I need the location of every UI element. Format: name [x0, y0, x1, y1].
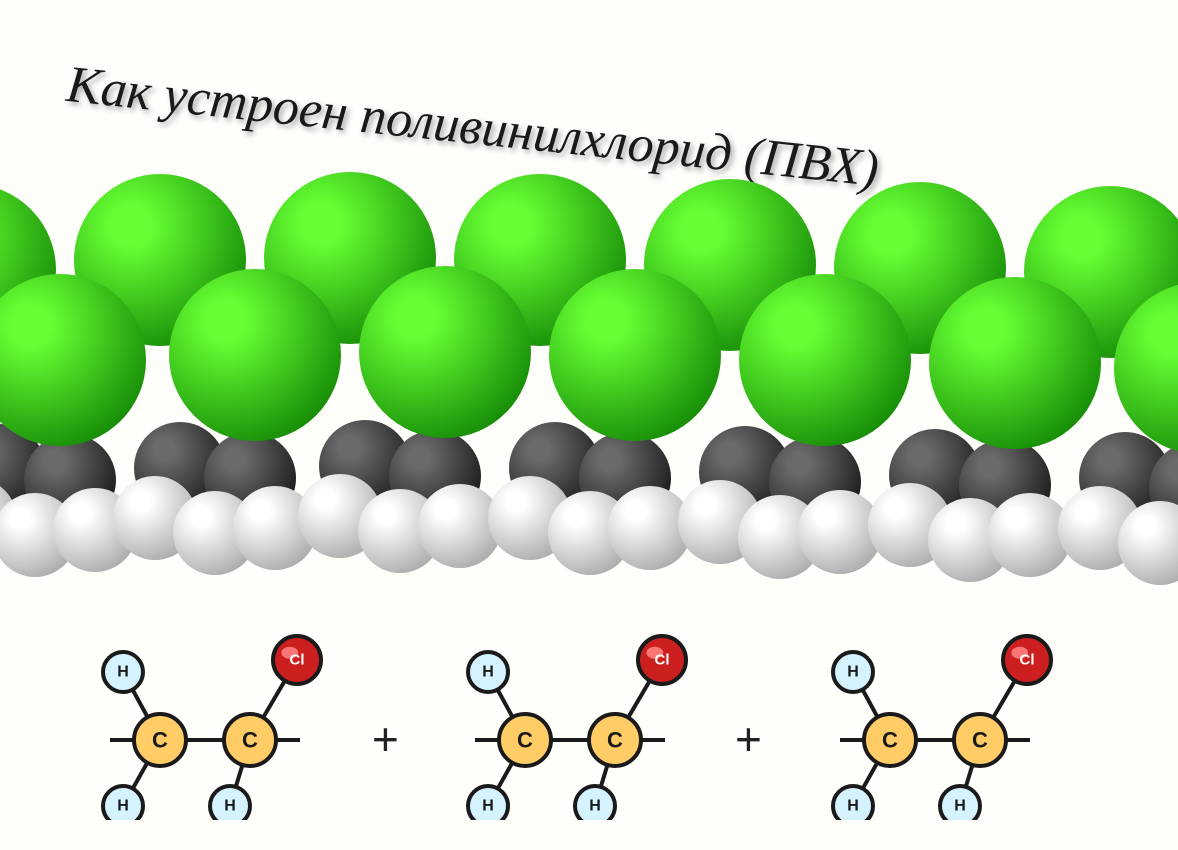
hydrogen-atom: H: [833, 652, 873, 692]
carbon-atom: C: [954, 714, 1006, 766]
monomer-row: C C H H H Cl C C H H H Cl C C H H H Cl + +: [0, 620, 1178, 850]
svg-text:C: C: [517, 728, 533, 753]
hydrogen-atom: H: [940, 786, 980, 820]
plus-symbol: +: [372, 712, 399, 766]
monomer-unit: C C H H H Cl: [65, 620, 355, 820]
svg-text:H: H: [589, 798, 601, 815]
chlorine-atom: Cl: [1003, 636, 1051, 684]
spacefill-atom: [739, 274, 911, 446]
svg-text:Cl: Cl: [655, 652, 670, 669]
hydrogen-atom: H: [468, 786, 508, 820]
hydrogen-atom: H: [103, 652, 143, 692]
hydrogen-atom: H: [103, 786, 143, 820]
spacefill-atom: [929, 277, 1101, 449]
svg-text:Cl: Cl: [1020, 652, 1035, 669]
hydrogen-atom: H: [833, 786, 873, 820]
spacefill-atom: [359, 266, 531, 438]
svg-text:C: C: [152, 728, 168, 753]
svg-text:H: H: [482, 798, 494, 815]
chlorine-atom: Cl: [273, 636, 321, 684]
svg-text:C: C: [607, 728, 623, 753]
carbon-atom: C: [864, 714, 916, 766]
monomer-unit: C C H H H Cl: [795, 620, 1085, 820]
svg-text:C: C: [972, 728, 988, 753]
svg-text:H: H: [847, 798, 859, 815]
chlorine-atom: Cl: [638, 636, 686, 684]
carbon-atom: C: [589, 714, 641, 766]
svg-text:C: C: [242, 728, 258, 753]
hydrogen-atom: H: [210, 786, 250, 820]
spacefill-atom: [169, 269, 341, 441]
spacefill-atom: [549, 269, 721, 441]
monomer-unit: C C H H H Cl: [430, 620, 720, 820]
polymer-spacefill-model: [0, 210, 1178, 590]
svg-text:H: H: [954, 798, 966, 815]
svg-text:Cl: Cl: [290, 652, 305, 669]
carbon-atom: C: [224, 714, 276, 766]
svg-text:H: H: [117, 798, 129, 815]
svg-text:H: H: [117, 664, 129, 681]
hydrogen-atom: H: [575, 786, 615, 820]
svg-text:H: H: [482, 664, 494, 681]
svg-text:H: H: [847, 664, 859, 681]
svg-text:H: H: [224, 798, 236, 815]
plus-symbol: +: [735, 712, 762, 766]
carbon-atom: C: [134, 714, 186, 766]
title-text: Как устроен поливинилхлорид (ПВХ): [64, 56, 881, 198]
svg-text:C: C: [882, 728, 898, 753]
hydrogen-atom: H: [468, 652, 508, 692]
carbon-atom: C: [499, 714, 551, 766]
